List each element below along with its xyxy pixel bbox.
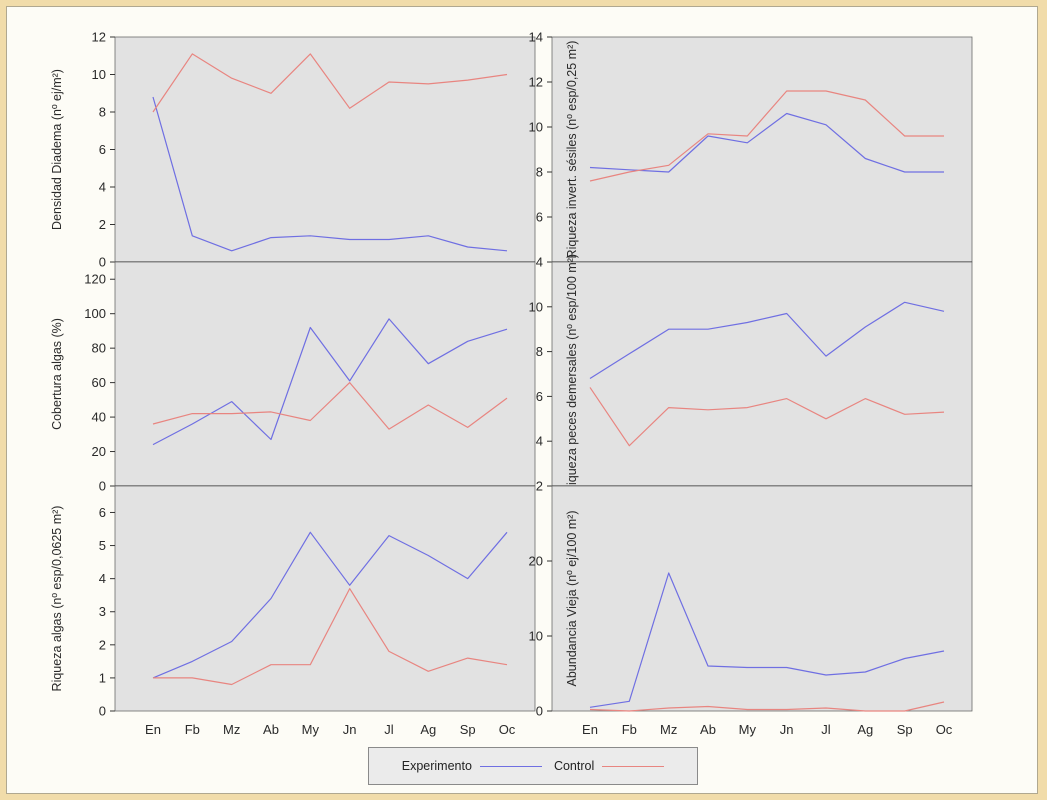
panel-2-ytick-label: 4	[536, 255, 543, 270]
panel-2-ytick-label: 14	[529, 30, 543, 45]
panel-6-series-control	[589, 701, 945, 712]
panel-4-ytick-label: 10	[529, 299, 543, 314]
panel-1-series-experimento	[152, 96, 508, 252]
panel-1-ytick-label: 8	[99, 105, 106, 120]
panel-2-ytick-label: 6	[536, 210, 543, 225]
panel-1-series-control	[152, 53, 508, 113]
panel-1-ytick-label: 4	[99, 180, 106, 195]
legend-line-control	[602, 765, 665, 767]
panel-5-ylabel: Riqueza algas (nº esp/0,0625 m²)	[50, 506, 64, 692]
panel-6-ytick-label: 10	[529, 629, 543, 644]
panel-4-ytick-label: 4	[536, 434, 543, 449]
panel-3-ytick-label: 40	[92, 410, 106, 425]
legend-item-control: Control	[553, 759, 665, 773]
panel-5-xtick-label: Fb	[185, 722, 200, 737]
panel-1-ytick-label: 12	[92, 30, 106, 45]
legend-line-experimento	[479, 765, 542, 767]
panel-6-xtick-label: Sp	[897, 722, 913, 737]
panel-5-ytick-label: 4	[99, 571, 106, 586]
panel-5-xtick-label: Ab	[263, 722, 279, 737]
panel-3-ytick-label: 100	[84, 306, 106, 321]
panel-6-xtick-label: Ag	[857, 722, 873, 737]
panel-2-series-experimento	[589, 112, 944, 173]
panel-5-xtick-label: Sp	[460, 722, 476, 737]
panel-5-ytick-label: 3	[99, 604, 106, 619]
panel-4-background	[551, 261, 973, 487]
panel-3-ytick-label: 120	[84, 272, 106, 287]
panel-6-ytick-label: 20	[529, 554, 543, 569]
panel-1-background	[114, 36, 536, 263]
panel-5-xtick-label: Mz	[223, 722, 240, 737]
panel-3-ytick-label: 20	[92, 444, 106, 459]
panel-5-series-control	[153, 587, 508, 686]
panel-6-xtick-label: Fb	[622, 722, 637, 737]
panel-3-ytick-label: 80	[92, 341, 106, 356]
panel-4-series-control	[589, 387, 945, 447]
panel-1-ytick-label: 0	[99, 255, 106, 270]
panel-6-xtick-label: Jn	[780, 722, 794, 737]
panel-5-xtick-label: My	[302, 722, 320, 737]
panel-2-ytick-label: 12	[529, 75, 543, 90]
panel-5-xtick-label: Jl	[384, 722, 394, 737]
panel-3-ylabel: Cobertura algas (%)	[50, 318, 64, 430]
panel-5-ytick-label: 0	[99, 704, 106, 719]
panel-4-ytick-label: 6	[536, 389, 543, 404]
panel-1-ylabel: Densidad Diadema (nº ej/m²)	[50, 69, 64, 230]
panel-3-background	[114, 261, 536, 487]
panel-5-xtick-label: Ag	[420, 722, 436, 737]
panel-1-ytick-label: 10	[92, 67, 106, 82]
panel-6-xtick-label: En	[582, 722, 598, 737]
legend-label-control: Control	[553, 759, 595, 773]
panel-6-ytick-label: 0	[536, 704, 543, 719]
panel-6-xtick-label: Oc	[936, 722, 953, 737]
panel-2-ylabel: Riqueza invert. sésiles (nº esp/0,25 m²)	[565, 41, 579, 259]
panel-3-ytick-label: 60	[92, 375, 106, 390]
panel-2-background	[551, 36, 973, 263]
panel-6-background	[551, 485, 973, 712]
panel-5-ytick-label: 5	[99, 538, 106, 553]
panel-5-background	[114, 485, 536, 712]
panel-1-ytick-label: 6	[99, 142, 106, 157]
panel-5-ytick-label: 1	[99, 670, 106, 685]
panel-4-ytick-label: 2	[536, 479, 543, 494]
figure-frame: 0 2 4 6 8 10 12 Densidad Diadema (nº ej/m²) 4 6 8 1…	[6, 6, 1038, 794]
panel-1-ytick-label: 2	[99, 217, 106, 232]
panel-3-series-control	[152, 382, 508, 430]
legend: Experimento Control	[368, 747, 698, 785]
panel-5-ytick-label: 6	[99, 505, 106, 520]
legend-item-experimento: Experimento	[402, 759, 542, 773]
panel-6-ylabel: Abundancia Vieja (nº ej/100 m²)	[565, 511, 579, 687]
panel-6-series-experimento	[589, 572, 945, 708]
panel-6-xtick-label: My	[739, 722, 757, 737]
panel-5-series-experimento	[152, 531, 508, 679]
panel-4-series-experimento	[589, 301, 945, 380]
panel-3-series-experimento	[152, 318, 508, 446]
panel-5-xtick-label: En	[145, 722, 161, 737]
panel-2-ytick-label: 8	[536, 165, 543, 180]
panel-4-ytick-label: 8	[536, 344, 543, 359]
panel-6-xtick-label: Jl	[821, 722, 831, 737]
panel-6-xtick-label: Ab	[700, 722, 716, 737]
panel-5-xtick-label: Jn	[343, 722, 357, 737]
panel-3-ytick-label: 0	[99, 479, 106, 494]
panel-4-ylabel: Riqueza peces demersales (nº esp/100 m²)	[565, 254, 579, 494]
panel-2-series-control	[589, 90, 944, 182]
panel-2-ytick-label: 10	[529, 120, 543, 135]
panel-5-xtick-label: Oc	[499, 722, 516, 737]
legend-label-experimento: Experimento	[401, 759, 472, 773]
panel-5-ytick-label: 2	[99, 637, 106, 652]
panel-6-xtick-label: Mz	[660, 722, 677, 737]
